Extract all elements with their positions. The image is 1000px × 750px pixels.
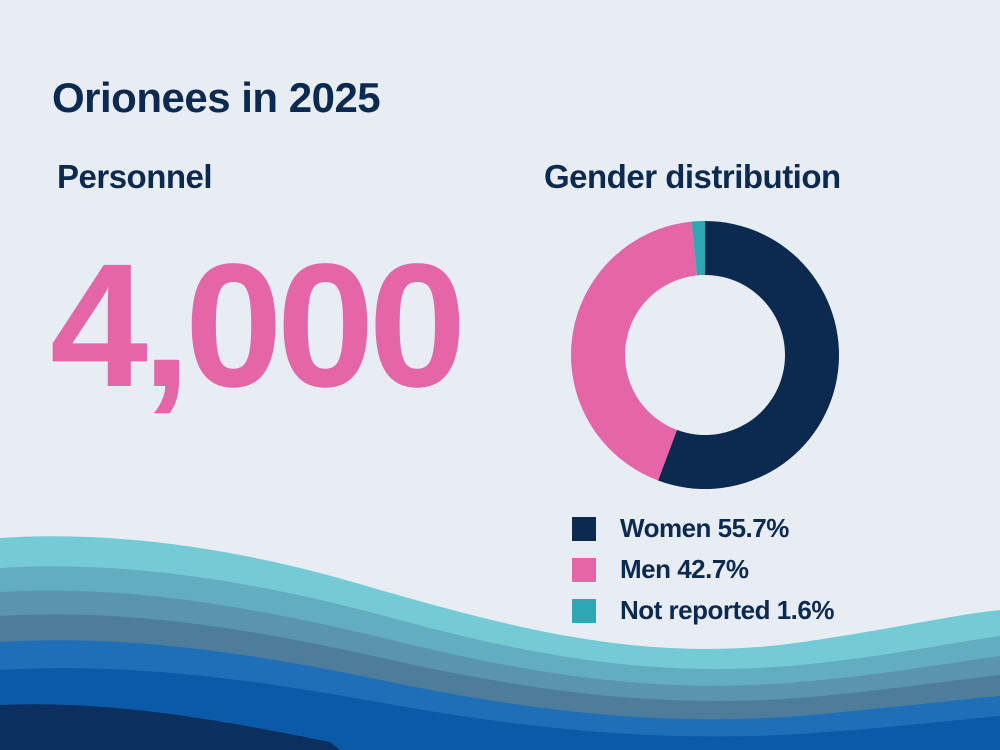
personnel-count: 4,000 bbox=[50, 228, 466, 424]
donut-slice-not-reported bbox=[691, 221, 705, 276]
legend-label: Men 42.7% bbox=[620, 554, 749, 584]
donut-slice-men bbox=[571, 221, 697, 481]
gender-donut-chart bbox=[571, 221, 840, 489]
legend-swatch bbox=[572, 598, 596, 623]
donut-slice-women bbox=[658, 221, 840, 489]
wave-layer-7 bbox=[0, 704, 340, 750]
legend-item-not-reported: Not reported 1.6% bbox=[572, 590, 835, 631]
legend-label: Not reported 1.6% bbox=[620, 595, 835, 625]
legend-swatch bbox=[572, 516, 596, 541]
page-title: Orionees in 2025 bbox=[52, 74, 381, 121]
legend-label: Women 55.7% bbox=[620, 513, 789, 543]
decorative-waves bbox=[0, 536, 1000, 750]
legend-item-women: Women 55.7% bbox=[572, 508, 834, 549]
chart-legend: Women 55.7% Men 42.7% Not reported 1.6% bbox=[572, 508, 835, 631]
legend-swatch bbox=[572, 557, 596, 582]
legend-item-men: Men 42.7% bbox=[572, 549, 834, 590]
personnel-label: Personnel bbox=[57, 158, 213, 195]
gender-distribution-label: Gender distribution bbox=[544, 158, 841, 195]
